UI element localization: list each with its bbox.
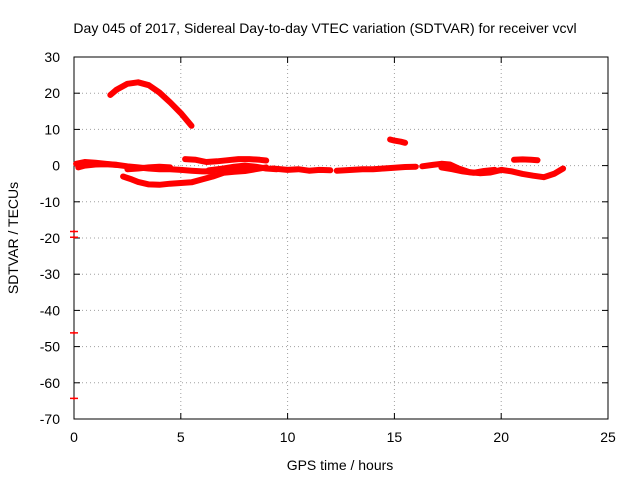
y-tick-label: -50	[40, 339, 60, 355]
y-tick-label: 30	[44, 49, 60, 65]
data-point	[70, 229, 78, 233]
grid-lines	[74, 57, 608, 419]
data-segment	[205, 162, 280, 174]
x-tick-label: 15	[387, 429, 403, 445]
data-point	[70, 331, 78, 335]
y-tick-label: 20	[44, 85, 60, 101]
x-tick-label: 20	[493, 429, 509, 445]
y-tick-label: -60	[40, 375, 60, 391]
data-segment	[182, 156, 270, 165]
y-axis-label: SDTVAR / TECUs	[5, 182, 21, 294]
data-segment	[333, 163, 419, 174]
y-tick-label: -70	[40, 411, 60, 427]
y-tick-label: -20	[40, 230, 60, 246]
y-tick-label: 0	[52, 158, 60, 174]
y-tick-label: -10	[40, 194, 60, 210]
data-segment	[387, 136, 409, 146]
data-point	[70, 235, 78, 239]
y-tick-label: -40	[40, 302, 60, 318]
data-segment	[124, 163, 174, 173]
x-tick-label: 25	[600, 429, 616, 445]
x-axis-label: GPS time / hours	[287, 457, 394, 473]
data-segment	[107, 79, 195, 129]
x-tick-label: 0	[70, 429, 78, 445]
data-segment	[438, 164, 498, 176]
data-segment	[511, 156, 541, 164]
data-segment	[269, 165, 334, 174]
y-tick-label: 10	[44, 121, 60, 137]
chart-title: Day 045 of 2017, Sidereal Day-to-day VTE…	[73, 20, 576, 36]
data-segment	[75, 161, 120, 171]
axis-ticks: 0 5 10 15 20 25 -70 -60 -50 -40 -30 -20 -10 0 10 20 30	[40, 49, 616, 445]
data-layer	[70, 79, 567, 400]
y-tick-label: -30	[40, 266, 60, 282]
x-tick-label: 10	[280, 429, 296, 445]
x-tick-label: 5	[177, 429, 185, 445]
data-point	[70, 396, 78, 400]
data-segment	[120, 164, 270, 188]
